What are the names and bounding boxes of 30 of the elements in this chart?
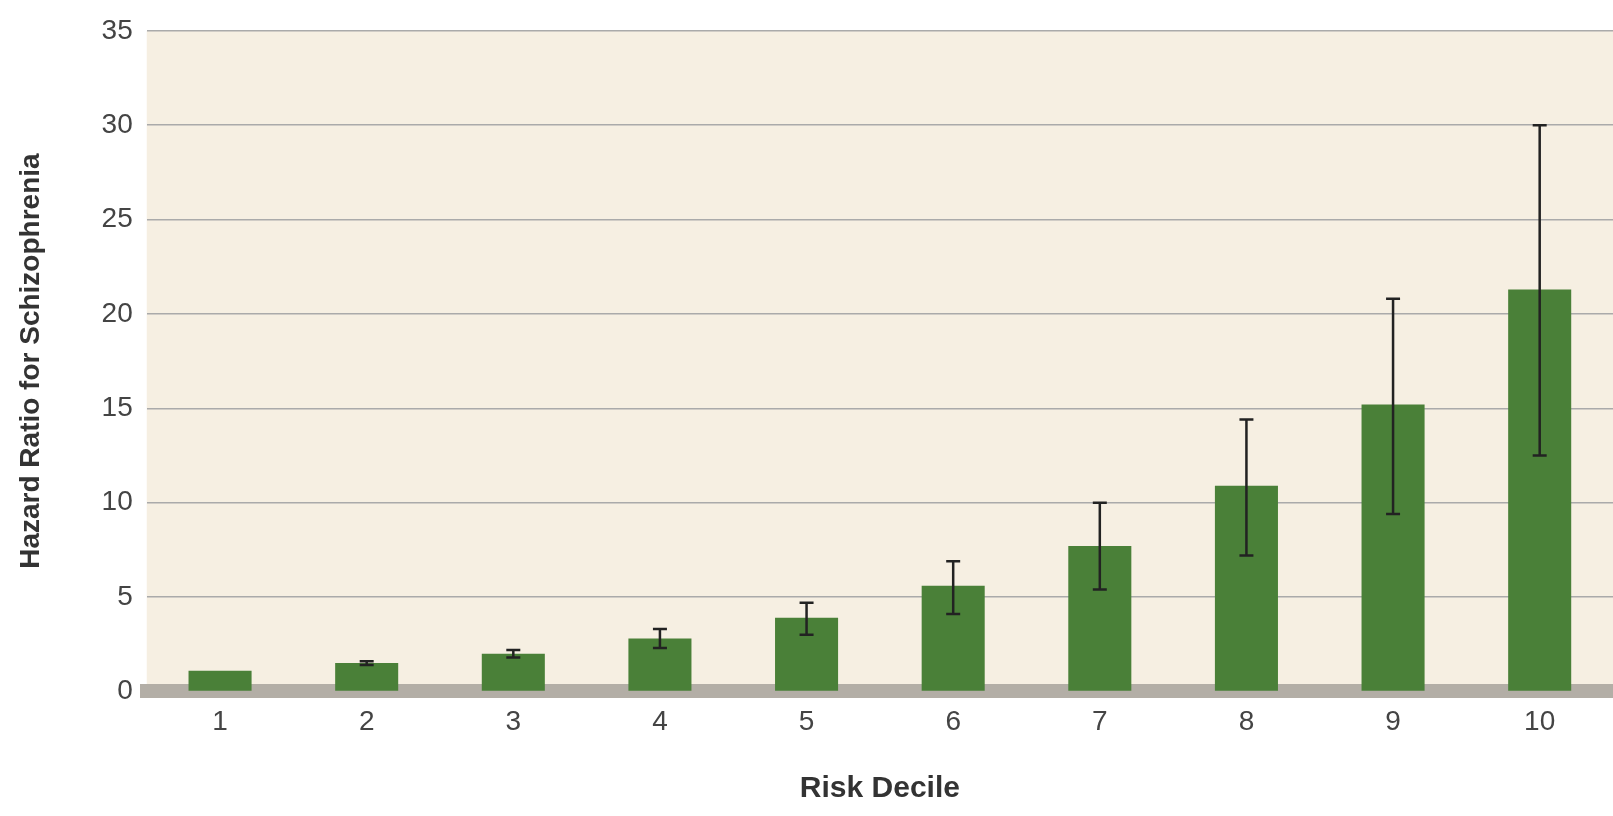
bar bbox=[1214, 485, 1278, 691]
bar bbox=[1508, 289, 1572, 691]
bar bbox=[775, 617, 839, 691]
y-tick-label: 35 bbox=[101, 13, 133, 45]
bar bbox=[628, 638, 692, 691]
bar bbox=[1361, 404, 1425, 691]
bar bbox=[481, 653, 545, 691]
y-tick-label: 30 bbox=[101, 107, 133, 139]
x-tick-label: 1 bbox=[212, 704, 228, 736]
y-tick-label: 10 bbox=[101, 485, 133, 517]
y-tick-label: 15 bbox=[101, 391, 133, 422]
y-tick-label: 20 bbox=[101, 296, 133, 328]
x-tick-label: 7 bbox=[1092, 704, 1108, 736]
x-tick-label: 8 bbox=[1238, 704, 1255, 736]
x-tick-label: 5 bbox=[798, 704, 815, 736]
x-tick-label: 4 bbox=[652, 704, 668, 736]
bar bbox=[1068, 546, 1132, 691]
bar bbox=[921, 585, 985, 691]
x-tick-label: 9 bbox=[1385, 704, 1401, 736]
y-tick-label: 5 bbox=[117, 579, 133, 611]
x-tick-label: 2 bbox=[358, 704, 375, 736]
x-tick-label: 3 bbox=[505, 704, 522, 736]
x-tick-label: 6 bbox=[945, 704, 961, 736]
x-tick-label: 10 bbox=[1524, 704, 1556, 736]
bar bbox=[335, 663, 399, 691]
bar bbox=[188, 670, 252, 691]
y-tick-label: 0 bbox=[117, 674, 133, 706]
y-axis-title: Hazard Ratio for Schizophrenia bbox=[13, 152, 45, 569]
y-tick-label: 25 bbox=[101, 202, 133, 234]
x-axis-title: Risk Decile bbox=[799, 770, 960, 804]
